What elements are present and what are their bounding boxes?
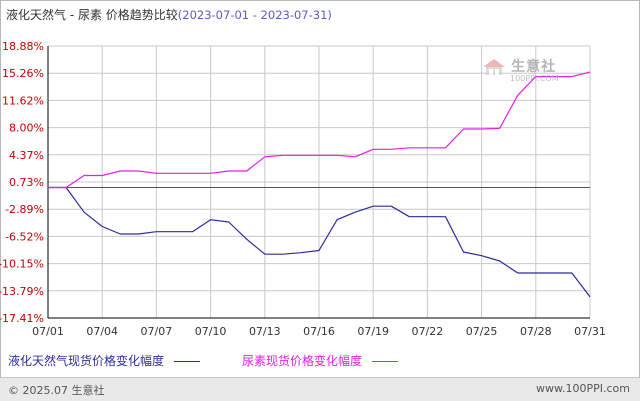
x-tick-label: 07/28 xyxy=(520,325,552,338)
chart-title: 液化天然气 - 尿素 价格趋势比较(2023-07-01 - 2023-07-3… xyxy=(6,6,332,23)
x-tick-label: 07/31 xyxy=(574,325,606,338)
watermark-text-cn: 生意社 xyxy=(511,59,557,75)
legend-label-urea: 尿素现货价格变化幅度 xyxy=(242,354,363,368)
y-tick-label: 18.88% xyxy=(2,40,44,53)
x-tick-label: 07/13 xyxy=(249,325,281,338)
legend-swatch-urea xyxy=(372,361,399,362)
y-tick-label: -10.15% xyxy=(0,258,44,271)
title-date-range: (2023-07-01 - 2023-07-31) xyxy=(177,8,332,22)
y-tick-label: -2.89% xyxy=(5,203,44,216)
x-tick-label: 07/19 xyxy=(357,325,389,338)
y-tick-label: -13.79% xyxy=(0,285,44,298)
x-tick-label: 07/07 xyxy=(141,325,173,338)
y-tick-label: -6.52% xyxy=(5,230,44,243)
y-tick-label: 0.73% xyxy=(9,176,44,189)
y-tick-label: 4.37% xyxy=(9,149,44,162)
watermark-logo-icon xyxy=(483,58,505,75)
x-tick-label: 07/01 xyxy=(32,325,64,338)
legend-label-lng: 液化天然气现货价格变化幅度 xyxy=(8,354,165,368)
title-main: 液化天然气 - 尿素 价格趋势比较 xyxy=(6,8,178,22)
footer-copyright: © 2025.07 生意社 xyxy=(8,384,105,397)
y-tick-label: 15.26% xyxy=(2,67,44,80)
x-tick-label: 07/22 xyxy=(412,325,444,338)
legend-item-urea: 尿素现货价格变化幅度 xyxy=(242,352,399,369)
x-tick-label: 07/10 xyxy=(195,325,227,338)
legend-swatch-lng xyxy=(174,361,201,362)
x-tick-label: 07/04 xyxy=(86,325,118,338)
watermark-text-en: 100PPI.COM xyxy=(510,74,559,83)
series-line-lng xyxy=(48,186,591,298)
legend-item-lng: 液化天然气现货价格变化幅度 xyxy=(8,352,201,369)
watermark: 生意社 100PPI.COM xyxy=(482,56,559,83)
x-tick-label: 07/25 xyxy=(466,325,498,338)
y-tick-label: 8.00% xyxy=(9,122,44,135)
x-tick-label: 07/16 xyxy=(303,325,335,338)
footer-bar: © 2025.07 生意社 www.100PPI.com xyxy=(0,377,640,401)
footer-site-link[interactable]: www.100PPI.com xyxy=(536,382,630,395)
y-tick-label: 11.62% xyxy=(2,94,44,107)
y-tick-label: -17.41% xyxy=(0,312,44,325)
series-line-urea xyxy=(48,71,591,189)
